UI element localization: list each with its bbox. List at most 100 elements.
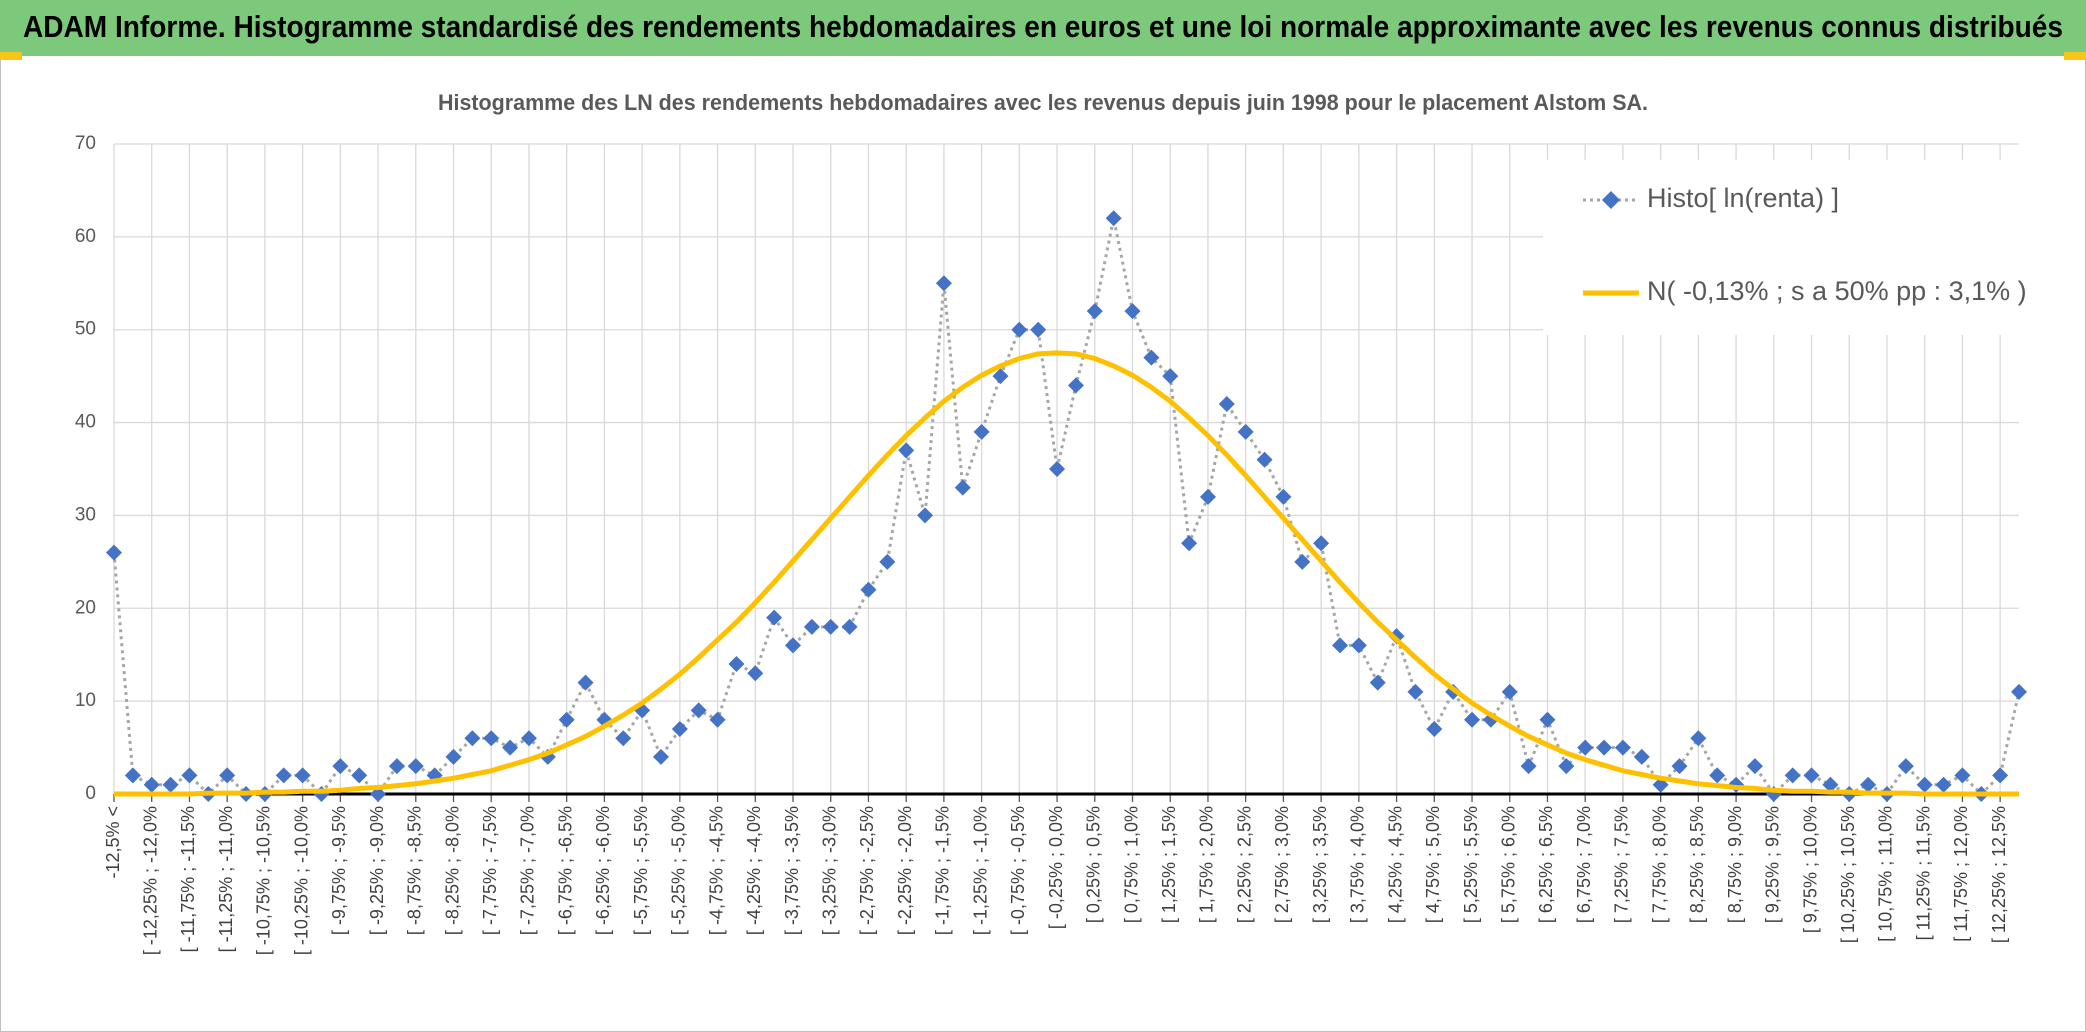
data-point [1181, 535, 1198, 552]
data-point [766, 609, 783, 626]
data-point [294, 767, 311, 784]
data-point [1143, 349, 1160, 366]
data-point [388, 758, 405, 775]
data-point [483, 730, 500, 747]
data-point [407, 758, 424, 775]
data-point [1030, 321, 1047, 338]
data-point [803, 618, 820, 635]
data-point [898, 442, 915, 459]
header-bar [0, 0, 2086, 56]
x-tick-label: [ 2,75% ; 3,0% [1272, 806, 1292, 923]
x-tick-label: [ -9,75% ; -9,5% [329, 806, 349, 935]
x-tick-label: [ 3,25% ; 3,5% [1310, 806, 1330, 923]
data-point [1614, 739, 1631, 756]
x-tick-label: [ 2,25% ; 2,5% [1234, 806, 1254, 923]
data-point [1313, 535, 1330, 552]
chart-title: Histogramme des LN des rendements hebdom… [438, 90, 1648, 115]
data-point [1596, 739, 1613, 756]
x-tick-label: [ -2,25% ; -2,0% [895, 806, 915, 935]
x-tick-label: [ -12,25% ; -12,0% [140, 806, 160, 955]
data-point [1331, 637, 1348, 654]
data-point [2011, 683, 2027, 700]
x-tick-label: [ 9,75% ; 10,0% [1800, 806, 1820, 933]
data-point [1916, 776, 1933, 793]
x-tick-label: [ 11,25% ; 11,5% [1913, 806, 1933, 940]
x-tick-label: [ 11,75% ; 12,0% [1951, 806, 1971, 942]
legend-label: Histo[ ln(renta) ] [1647, 183, 1839, 213]
x-tick-label: [ -3,75% ; -3,5% [782, 806, 802, 935]
data-point [1049, 461, 1066, 477]
x-tick-label: [ 10,25% ; 10,5% [1838, 806, 1858, 943]
data-point [1803, 767, 1820, 784]
data-point [577, 674, 594, 691]
data-point [1199, 488, 1216, 505]
y-tick-label: 30 [75, 504, 96, 525]
data-point [1860, 776, 1877, 793]
data-point [954, 479, 971, 496]
x-tick-label: [ -9,25% ; -9,0% [367, 806, 387, 935]
x-tick-label: [ 0,25% ; 0,5% [1084, 806, 1104, 923]
data-point [106, 544, 122, 561]
data-point [1275, 488, 1292, 505]
data-point [973, 423, 990, 440]
header-title: ADAM Informe. Histogramme standardisé de… [23, 9, 2063, 44]
x-tick-label: [ -2,75% ; -2,5% [857, 806, 877, 935]
y-tick-label: 40 [75, 412, 96, 433]
data-point [332, 758, 349, 775]
data-point [1577, 739, 1594, 756]
x-tick-label: [ 7,25% ; 7,5% [1612, 806, 1632, 923]
data-point [671, 721, 688, 737]
data-point [1520, 758, 1537, 775]
data-point [1690, 730, 1707, 747]
legend-box [1543, 160, 2023, 335]
data-point [1822, 776, 1839, 793]
data-point [1162, 368, 1179, 385]
x-tick-label: [ -7,75% ; -7,5% [480, 806, 500, 935]
data-point [1558, 758, 1575, 775]
data-point [1501, 683, 1518, 700]
x-tick-label: [ 1,75% ; 2,0% [1197, 806, 1217, 923]
x-tick-label: [ 12,25% ; 12,5% [1989, 806, 2009, 943]
data-point [935, 275, 952, 292]
x-tick-label: [ -0,75% ; -0,5% [1008, 806, 1028, 935]
data-point [1746, 758, 1763, 775]
data-point [992, 368, 1009, 385]
series-line [114, 350, 2019, 797]
y-tick-label: 60 [75, 226, 96, 247]
x-tick-label: [ 8,75% ; 9,0% [1725, 806, 1745, 923]
data-point [785, 637, 802, 654]
data-point [879, 553, 896, 570]
x-tick-label: [ -6,75% ; -6,5% [555, 806, 575, 935]
x-tick-label: [ -1,75% ; -1,5% [933, 806, 953, 935]
data-point [709, 711, 726, 728]
y-tick-label: 70 [75, 133, 96, 154]
x-tick-label: [ -4,25% ; -4,0% [744, 806, 764, 935]
y-tick-label: 10 [75, 690, 96, 711]
x-tick-label: [ 1,25% ; 1,5% [1159, 806, 1179, 923]
data-point [1539, 711, 1556, 728]
x-tick-label: [ 5,25% ; 5,5% [1461, 806, 1481, 923]
data-point [1992, 767, 2009, 784]
x-tick-label: [ 3,75% ; 4,0% [1348, 806, 1368, 923]
data-point [728, 656, 745, 672]
y-tick-label: 0 [85, 783, 96, 804]
x-tick-label: [ -1,25% ; -1,0% [970, 806, 990, 935]
data-point [1011, 321, 1028, 338]
x-tick-label: [ -3,25% ; -3,0% [819, 806, 839, 935]
x-tick-label: [ -0,25% ; 0,0% [1046, 806, 1066, 929]
data-point [1124, 303, 1141, 320]
x-tick-label: [ 6,75% ; 7,0% [1574, 806, 1594, 923]
data-point [1784, 767, 1801, 784]
data-point [1388, 628, 1405, 645]
corner [0, 52, 22, 60]
data-point [747, 665, 764, 682]
data-point [1633, 748, 1650, 765]
data-point [445, 748, 462, 765]
x-tick-label: [ -4,75% ; -4,5% [706, 806, 726, 935]
x-tick-label: [ -10,75% ; -10,5% [254, 806, 274, 955]
data-point [841, 618, 858, 635]
y-tick-label: 20 [75, 597, 96, 618]
x-tick-label: [ 10,75% ; 11,0% [1876, 806, 1896, 942]
x-tick-label: [ 9,25% ; 9,5% [1763, 806, 1783, 923]
